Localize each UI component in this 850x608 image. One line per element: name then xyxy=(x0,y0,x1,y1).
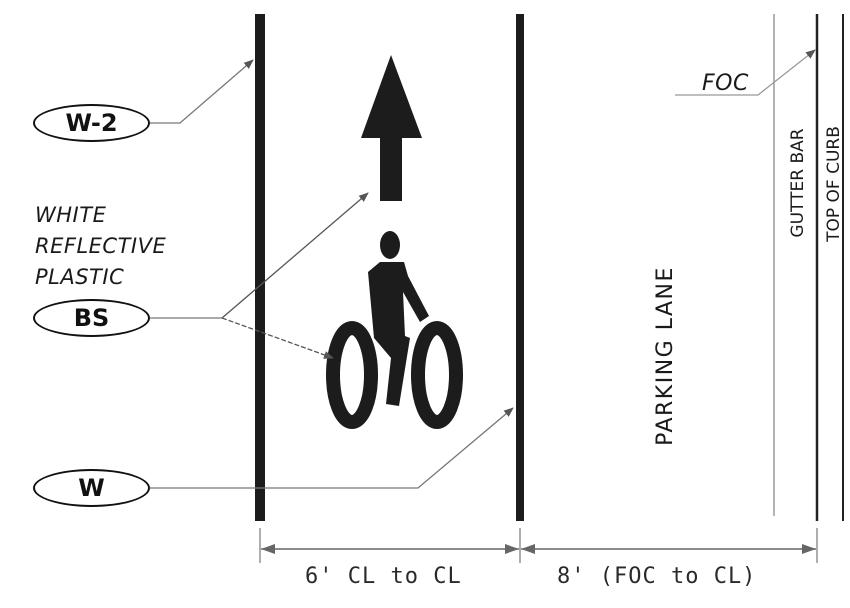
w-callout-label: W xyxy=(78,474,105,502)
gutter-bar-label: GUTTER BAR xyxy=(788,128,808,238)
w-lane-stripe xyxy=(516,14,524,521)
bs-leader-bike xyxy=(221,317,334,359)
bs-leader-arrow xyxy=(221,192,369,319)
foc-leader xyxy=(675,49,816,96)
arrow-up-icon xyxy=(361,55,422,201)
w-leader xyxy=(150,407,514,489)
bs-callout-label: BS xyxy=(73,304,110,332)
w2-edge-stripe xyxy=(255,14,265,521)
bike-lane-dimension: 6' CL to CL xyxy=(305,564,462,589)
material-note-line-2: REFLECTIVE xyxy=(35,234,167,258)
w2-callout: W-2 xyxy=(33,104,150,142)
w-callout: W xyxy=(33,469,150,507)
bs-callout: BS xyxy=(33,299,150,337)
top-of-curb-label: TOP OF CURB xyxy=(824,126,844,242)
material-note-line-1: WHITE xyxy=(35,203,107,227)
parking-dimension: 8' (FOC to CL) xyxy=(557,564,757,589)
parking-lane-label: PARKING LANE xyxy=(653,266,678,446)
material-note-line-3: PLASTIC xyxy=(35,265,125,289)
foc-label: FOC xyxy=(702,71,749,96)
w2-callout-label: W-2 xyxy=(65,109,118,137)
w2-leader xyxy=(150,59,254,124)
material-note: WHITE REFLECTIVE PLASTIC xyxy=(35,200,166,293)
bicycle-icon xyxy=(326,231,463,429)
